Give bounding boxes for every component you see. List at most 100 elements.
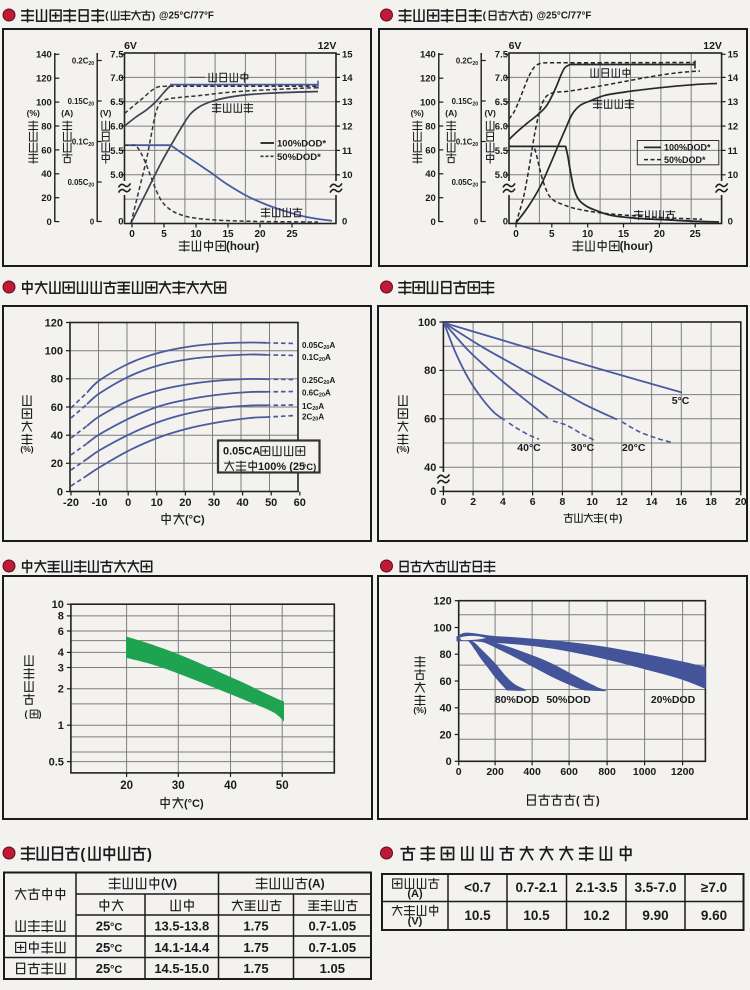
- svg-text:°C): °C): [303, 462, 317, 473]
- svg-text:20: 20: [254, 229, 266, 240]
- svg-text:200: 200: [486, 766, 504, 778]
- svg-text:≥7.0: ≥7.0: [701, 880, 727, 895]
- svg-text:50%DOD: 50%DOD: [546, 694, 591, 706]
- svg-text:(A): (A): [308, 877, 325, 891]
- svg-text:(A): (A): [407, 888, 423, 900]
- svg-text:0.1C20A: 0.1C20A: [302, 353, 331, 363]
- svg-text:2: 2: [58, 684, 64, 696]
- svg-text:100: 100: [45, 345, 63, 357]
- svg-text:(V): (V): [100, 108, 112, 118]
- svg-text:8: 8: [58, 611, 64, 623]
- svg-text:0: 0: [431, 217, 436, 228]
- svg-text:0: 0: [728, 217, 733, 228]
- svg-text:0.05CA: 0.05CA: [223, 446, 260, 458]
- svg-text:20: 20: [654, 229, 666, 240]
- svg-text:1.75: 1.75: [243, 919, 268, 934]
- svg-text:8: 8: [559, 496, 565, 508]
- svg-text:): ): [152, 11, 155, 22]
- svg-text:13: 13: [728, 97, 739, 108]
- svg-text:(: (: [80, 847, 85, 863]
- svg-text:11: 11: [728, 146, 739, 157]
- svg-text:10: 10: [582, 229, 594, 240]
- svg-text:0.2C20: 0.2C20: [72, 57, 94, 67]
- svg-text:15: 15: [342, 50, 353, 61]
- svg-text:14.5-15.0: 14.5-15.0: [154, 961, 209, 976]
- svg-text:0.05C20: 0.05C20: [452, 178, 479, 188]
- svg-text:100: 100: [418, 317, 436, 329]
- svg-text:(°C): (°C): [185, 514, 205, 526]
- svg-text:(%): (%): [27, 108, 40, 118]
- svg-text:80: 80: [51, 374, 63, 386]
- svg-text:10: 10: [342, 170, 353, 181]
- svg-text:1.75: 1.75: [243, 940, 268, 955]
- svg-text:40: 40: [224, 780, 237, 792]
- svg-text:30: 30: [208, 497, 220, 509]
- svg-text:10.5: 10.5: [464, 908, 491, 923]
- svg-text:7.5: 7.5: [110, 50, 124, 61]
- svg-text:): ): [147, 847, 152, 863]
- svg-text:0.7-2.1: 0.7-2.1: [515, 880, 558, 895]
- svg-text:10.5: 10.5: [523, 908, 550, 923]
- svg-text:20: 20: [735, 496, 747, 508]
- svg-text:800: 800: [598, 766, 616, 778]
- svg-text:(V): (V): [161, 877, 177, 891]
- svg-text:11: 11: [342, 146, 353, 157]
- svg-text:-20: -20: [63, 497, 79, 509]
- svg-text:(: (: [25, 709, 28, 719]
- svg-text:0: 0: [129, 229, 135, 240]
- svg-text:20: 20: [51, 458, 63, 470]
- svg-text:@25°C/77°F: @25°C/77°F: [156, 11, 214, 22]
- svg-text:10: 10: [728, 170, 739, 181]
- svg-text:6: 6: [58, 626, 64, 638]
- svg-text:): ): [619, 514, 622, 525]
- svg-text:30: 30: [172, 780, 185, 792]
- svg-text:0.7-1.05: 0.7-1.05: [308, 919, 356, 934]
- svg-text:7.0: 7.0: [495, 73, 508, 84]
- svg-text:(V): (V): [485, 108, 497, 118]
- svg-text:13: 13: [342, 97, 353, 108]
- svg-text:60: 60: [425, 145, 436, 156]
- svg-text:): ): [39, 709, 42, 719]
- svg-text:6V: 6V: [124, 40, 137, 52]
- svg-text:140: 140: [420, 50, 436, 61]
- svg-text:14.1-14.4: 14.1-14.4: [154, 940, 210, 955]
- svg-text:1C20A: 1C20A: [302, 402, 324, 412]
- svg-text:0.15C20: 0.15C20: [452, 97, 479, 107]
- svg-text:5°C: 5°C: [672, 395, 690, 407]
- svg-text:100: 100: [420, 98, 436, 109]
- svg-text:25: 25: [96, 919, 110, 934]
- svg-text:0.2C20: 0.2C20: [456, 57, 478, 67]
- svg-text:12: 12: [616, 496, 628, 508]
- svg-text:1.05: 1.05: [320, 961, 345, 976]
- svg-text:80%DOD: 80%DOD: [495, 694, 540, 706]
- svg-text:0.15C20: 0.15C20: [68, 97, 95, 107]
- svg-text:(%): (%): [396, 444, 409, 454]
- svg-text:120: 120: [45, 317, 63, 329]
- svg-text:(°C): (°C): [184, 798, 204, 810]
- svg-text:5: 5: [549, 229, 555, 240]
- svg-text:100: 100: [433, 622, 451, 634]
- svg-text:0.7-1.05: 0.7-1.05: [308, 940, 356, 955]
- svg-text:80: 80: [424, 365, 436, 377]
- svg-text:10: 10: [151, 497, 163, 509]
- svg-text:25: 25: [690, 229, 702, 240]
- svg-text:40: 40: [236, 497, 248, 509]
- svg-text:5.5: 5.5: [110, 146, 124, 157]
- svg-text:80: 80: [41, 121, 52, 132]
- svg-text:(: (: [604, 514, 608, 525]
- svg-text:25: 25: [96, 940, 110, 955]
- svg-text:9.90: 9.90: [642, 908, 668, 923]
- svg-text:0.05C20: 0.05C20: [68, 178, 95, 188]
- svg-text:14: 14: [342, 73, 353, 84]
- svg-text:1000: 1000: [633, 766, 657, 778]
- svg-text:1.75: 1.75: [243, 961, 268, 976]
- svg-text:6.5: 6.5: [495, 97, 509, 108]
- svg-text:12V: 12V: [318, 40, 337, 52]
- svg-text:40°C: 40°C: [517, 442, 541, 454]
- svg-text:50: 50: [276, 780, 289, 792]
- svg-text:0: 0: [90, 218, 95, 227]
- svg-text:50%DOD*: 50%DOD*: [277, 152, 321, 163]
- svg-text:(%): (%): [20, 444, 33, 454]
- svg-text:0.6C20A: 0.6C20A: [302, 388, 331, 398]
- svg-text:): ): [529, 11, 532, 22]
